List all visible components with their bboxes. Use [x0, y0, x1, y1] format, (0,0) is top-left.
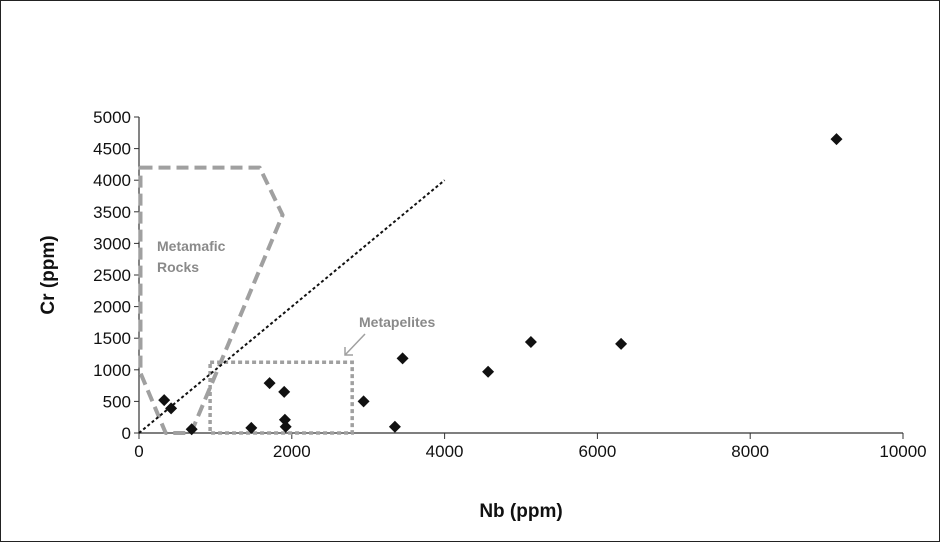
y-tick-label: 2500	[93, 266, 131, 285]
data-point-4	[263, 377, 276, 390]
y-tick-label: 5000	[93, 108, 131, 127]
metapelites-callout-arrowhead	[344, 347, 353, 356]
x-tick-label: 10000	[879, 442, 926, 461]
data-point-5	[278, 385, 291, 398]
y-tick-label: 3000	[93, 234, 131, 253]
x-tick-label: 8000	[731, 442, 769, 461]
data-point-6	[278, 413, 291, 426]
data-point-13	[615, 337, 628, 350]
metamafic-label-line: Metamafic	[157, 238, 226, 254]
metapelites-field-outline	[208, 360, 354, 435]
x-tick-label: 0	[134, 442, 143, 461]
metamafic-label-line: Rocks	[157, 259, 199, 275]
y-ticks: 0 500 1000 1500 2000 2500 3000 3500 4000 4500 5000	[93, 108, 139, 443]
rock-fields: Metamafic Rocks Metapelites	[138, 165, 435, 435]
y-tick-label: 3500	[93, 203, 131, 222]
data-point-0	[158, 394, 171, 407]
y-tick-label: 4500	[93, 140, 131, 159]
data-point-14	[830, 133, 843, 146]
x-ticks: 0 2000 4000 6000 8000 10000	[134, 433, 927, 461]
data-point-11	[482, 365, 495, 378]
x-tick-label: 4000	[426, 442, 464, 461]
x-axis-title: Nb (ppm)	[479, 501, 562, 522]
y-tick-label: 500	[103, 392, 131, 411]
metamafic-field-outline	[138, 165, 285, 435]
y-tick-label: 2000	[93, 298, 131, 317]
data-points	[158, 133, 843, 436]
data-point-9	[388, 420, 401, 433]
y-axis-title: Cr (ppm)	[38, 235, 59, 314]
trend-line	[138, 179, 446, 434]
dotted-trend-line	[138, 179, 446, 434]
data-point-1	[165, 402, 178, 415]
y-tick-label: 0	[122, 424, 131, 443]
x-tick-label: 6000	[578, 442, 616, 461]
data-point-10	[396, 352, 409, 365]
y-tick-label: 1500	[93, 329, 131, 348]
y-tick-label: 1000	[93, 361, 131, 380]
metapelites-callout-line	[344, 333, 366, 356]
data-point-2	[185, 423, 198, 436]
data-point-7	[279, 420, 292, 433]
metapelites-label: Metapelites	[359, 314, 435, 330]
data-point-12	[524, 336, 537, 348]
y-tick-label: 4000	[93, 171, 131, 190]
x-tick-label: 2000	[273, 442, 311, 461]
data-point-3	[245, 421, 258, 434]
data-point-8	[357, 395, 370, 408]
axes	[138, 117, 903, 434]
